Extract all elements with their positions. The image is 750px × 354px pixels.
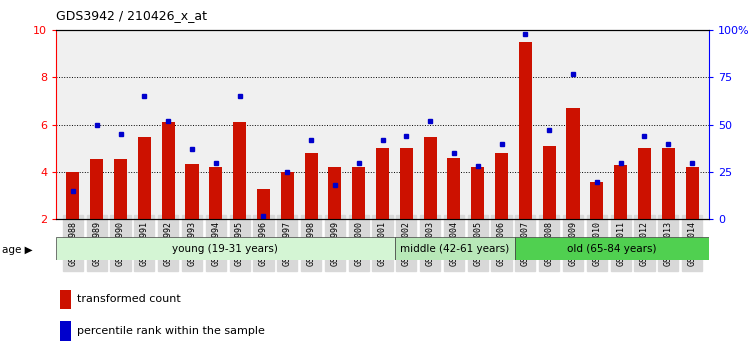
- Bar: [304, 153, 317, 219]
- Bar: [394, 237, 515, 260]
- Bar: [66, 172, 80, 219]
- Text: middle (42-61 years): middle (42-61 years): [400, 244, 509, 254]
- Bar: [328, 167, 341, 219]
- Bar: [448, 158, 460, 219]
- Bar: [471, 167, 484, 219]
- Bar: [280, 172, 294, 219]
- Bar: [209, 167, 222, 219]
- Bar: [352, 167, 365, 219]
- Bar: [495, 153, 508, 219]
- Bar: [162, 122, 175, 219]
- Bar: [543, 146, 556, 219]
- Bar: [376, 148, 389, 219]
- Text: age ▶: age ▶: [2, 245, 32, 255]
- Bar: [90, 159, 104, 219]
- Bar: [614, 165, 627, 219]
- Bar: [60, 321, 71, 341]
- Bar: [257, 189, 270, 219]
- Text: transformed count: transformed count: [76, 295, 181, 304]
- Bar: [114, 159, 127, 219]
- Bar: [138, 137, 151, 219]
- Bar: [686, 167, 699, 219]
- Bar: [566, 108, 580, 219]
- Bar: [400, 148, 412, 219]
- Text: percentile rank within the sample: percentile rank within the sample: [76, 326, 265, 336]
- Bar: [233, 122, 246, 219]
- Bar: [515, 237, 709, 260]
- Bar: [60, 290, 71, 309]
- Bar: [519, 42, 532, 219]
- Bar: [424, 137, 436, 219]
- Bar: [662, 148, 675, 219]
- Text: GDS3942 / 210426_x_at: GDS3942 / 210426_x_at: [56, 9, 207, 22]
- Bar: [638, 148, 651, 219]
- Bar: [590, 182, 603, 219]
- Text: young (19-31 years): young (19-31 years): [172, 244, 278, 254]
- Bar: [185, 164, 199, 219]
- Bar: [56, 237, 394, 260]
- Text: old (65-84 years): old (65-84 years): [567, 244, 657, 254]
